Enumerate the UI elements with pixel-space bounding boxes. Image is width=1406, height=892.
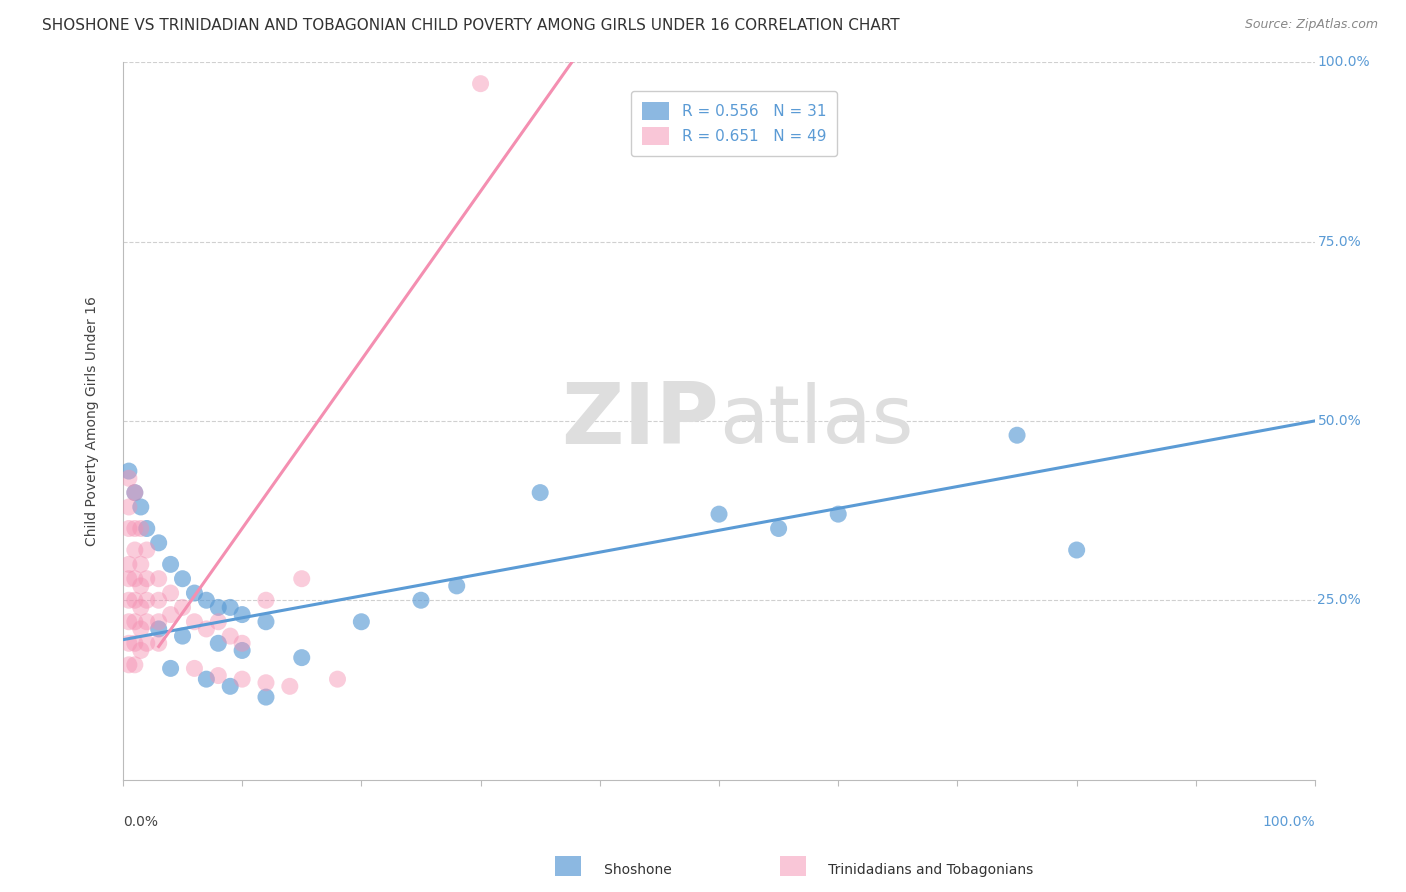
Point — [195, 672, 218, 686]
Text: 100.0%: 100.0% — [1317, 55, 1369, 70]
Point — [183, 615, 205, 629]
Point — [254, 675, 277, 690]
Point — [1005, 428, 1028, 442]
Point — [135, 636, 157, 650]
Point — [219, 679, 242, 693]
Text: 75.0%: 75.0% — [1317, 235, 1361, 249]
Point — [129, 643, 152, 657]
Point — [254, 593, 277, 607]
Point — [124, 543, 146, 558]
Point — [135, 615, 157, 629]
Point — [326, 672, 349, 686]
Point — [124, 572, 146, 586]
Point — [124, 636, 146, 650]
Point — [768, 521, 790, 535]
Point — [129, 558, 152, 572]
Text: 100.0%: 100.0% — [1263, 815, 1315, 830]
Point — [118, 593, 141, 607]
Point — [148, 536, 170, 550]
Point — [827, 507, 849, 521]
Point — [254, 615, 277, 629]
Point — [207, 615, 229, 629]
Point — [118, 615, 141, 629]
Point — [231, 643, 253, 657]
Point — [291, 650, 314, 665]
Point — [129, 521, 152, 535]
Point — [254, 690, 277, 704]
Legend: R = 0.556   N = 31, R = 0.651   N = 49: R = 0.556 N = 31, R = 0.651 N = 49 — [631, 91, 837, 155]
Point — [135, 521, 157, 535]
Y-axis label: Child Poverty Among Girls Under 16: Child Poverty Among Girls Under 16 — [86, 296, 100, 546]
Point — [118, 500, 141, 514]
Point — [135, 572, 157, 586]
Text: 50.0%: 50.0% — [1317, 414, 1361, 428]
Point — [135, 593, 157, 607]
Text: Shoshone: Shoshone — [591, 863, 671, 877]
Point — [124, 485, 146, 500]
Point — [124, 593, 146, 607]
Point — [124, 521, 146, 535]
Point — [231, 636, 253, 650]
Point — [129, 600, 152, 615]
Point — [195, 593, 218, 607]
Point — [183, 586, 205, 600]
Point — [172, 600, 194, 615]
Point — [148, 615, 170, 629]
Point — [118, 636, 141, 650]
Point — [172, 572, 194, 586]
Point — [291, 572, 314, 586]
Point — [148, 622, 170, 636]
Point — [118, 572, 141, 586]
Point — [172, 629, 194, 643]
Point — [183, 661, 205, 675]
Point — [529, 485, 551, 500]
Text: ZIP: ZIP — [561, 379, 718, 462]
Point — [118, 471, 141, 485]
Text: SHOSHONE VS TRINIDADIAN AND TOBAGONIAN CHILD POVERTY AMONG GIRLS UNDER 16 CORREL: SHOSHONE VS TRINIDADIAN AND TOBAGONIAN C… — [42, 18, 900, 33]
Point — [409, 593, 432, 607]
Point — [148, 636, 170, 650]
Point — [207, 668, 229, 682]
Point — [118, 521, 141, 535]
Text: Source: ZipAtlas.com: Source: ZipAtlas.com — [1244, 18, 1378, 31]
Point — [129, 579, 152, 593]
Text: atlas: atlas — [718, 382, 914, 460]
Text: 0.0%: 0.0% — [122, 815, 157, 830]
Point — [129, 500, 152, 514]
Point — [135, 543, 157, 558]
Point — [219, 600, 242, 615]
Point — [446, 579, 468, 593]
Point — [231, 672, 253, 686]
Point — [118, 558, 141, 572]
Point — [118, 657, 141, 672]
Point — [1066, 543, 1088, 558]
Point — [124, 615, 146, 629]
Point — [124, 485, 146, 500]
Point — [159, 558, 181, 572]
Point — [278, 679, 301, 693]
Point — [159, 586, 181, 600]
Point — [124, 657, 146, 672]
Point — [219, 629, 242, 643]
Point — [129, 622, 152, 636]
Point — [350, 615, 373, 629]
Point — [231, 607, 253, 622]
Point — [207, 636, 229, 650]
Point — [118, 464, 141, 478]
Text: 25.0%: 25.0% — [1317, 593, 1361, 607]
Point — [470, 77, 492, 91]
Point — [148, 572, 170, 586]
Point — [148, 593, 170, 607]
Point — [195, 622, 218, 636]
Point — [207, 600, 229, 615]
Point — [707, 507, 730, 521]
Point — [159, 661, 181, 675]
Point — [159, 607, 181, 622]
Text: Trinidadians and Tobagonians: Trinidadians and Tobagonians — [815, 863, 1033, 877]
